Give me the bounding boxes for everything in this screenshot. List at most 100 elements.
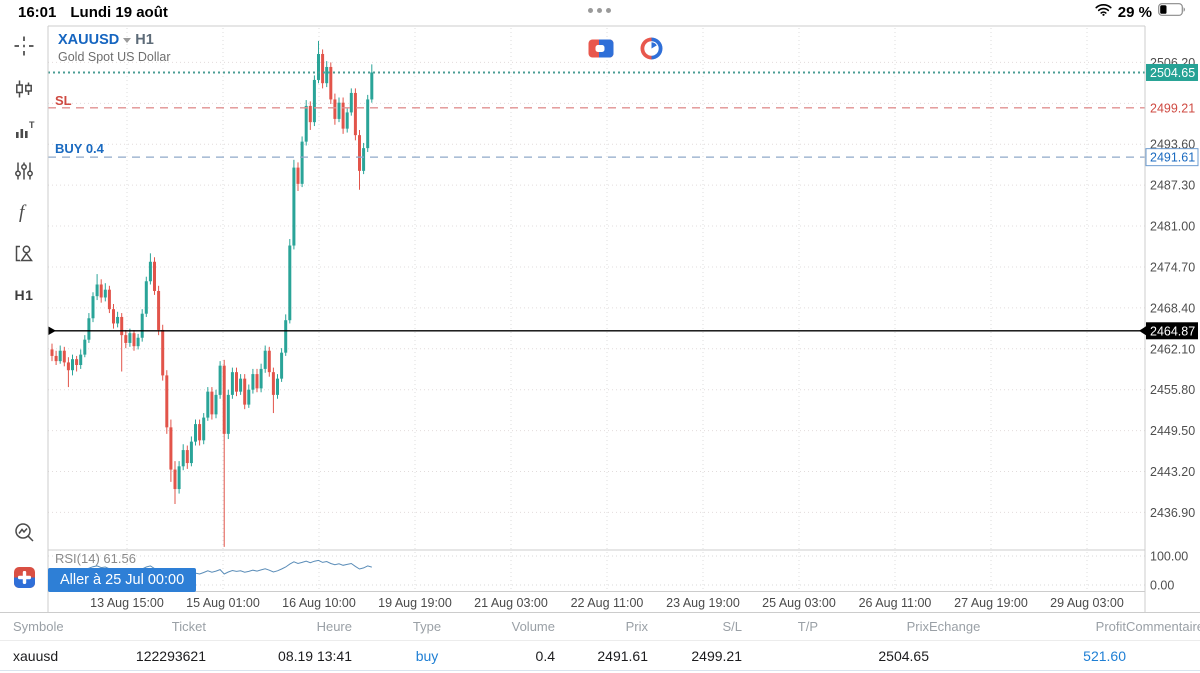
- function-icon: f: [19, 202, 27, 223]
- svg-text:2504.65: 2504.65: [1150, 66, 1195, 80]
- col-tp: T/P: [797, 619, 818, 634]
- svg-text:0.00: 0.00: [1150, 579, 1174, 593]
- wifi-icon: [1095, 3, 1112, 21]
- chart-header[interactable]: XAUUSD H1 Gold Spot US Dollar: [58, 31, 171, 66]
- col-heure: Heure: [316, 619, 352, 634]
- cell-profit: 521.60: [1083, 647, 1126, 664]
- axis-price-badge: 2464.87: [1146, 322, 1198, 340]
- svg-text:2464.87: 2464.87: [1150, 324, 1195, 338]
- chart-grid: [48, 28, 1145, 592]
- svg-text:21 Aug 03:00: 21 Aug 03:00: [474, 596, 548, 610]
- svg-text:15 Aug 01:00: 15 Aug 01:00: [186, 596, 260, 610]
- col-echange: Echange: [929, 619, 981, 634]
- col-sl: S/L: [722, 619, 742, 634]
- cell-sl: 2499.21: [691, 647, 742, 664]
- multitasking-dots-icon: [588, 8, 611, 13]
- crosshair-tool-button[interactable]: [10, 32, 38, 60]
- clock-time: 16:01: [18, 4, 57, 21]
- svg-text:2499.21: 2499.21: [1150, 101, 1195, 115]
- svg-text:19 Aug 19:00: 19 Aug 19:00: [378, 596, 452, 610]
- battery-icon: [1158, 3, 1186, 21]
- svg-text:2455.80: 2455.80: [1150, 383, 1195, 397]
- svg-text:13 Aug 15:00: 13 Aug 15:00: [90, 596, 164, 610]
- status-bar: 16:01 Lundi 19 août 29 %: [0, 0, 1200, 24]
- svg-text:2491.61: 2491.61: [1150, 151, 1195, 165]
- timeframe-label: H1: [14, 287, 34, 303]
- col-prix: Prix: [625, 619, 648, 634]
- col-type: Type: [412, 619, 442, 634]
- col-volume: Volume: [511, 619, 555, 634]
- shapes-person-icon: [15, 245, 33, 262]
- status-date: Lundi 19 août: [70, 4, 168, 21]
- symbol-dropdown-icon: [123, 38, 132, 43]
- time-axis[interactable]: 13 Aug 15:00 15 Aug 01:00 16 Aug 10:00 19 A…: [90, 596, 1124, 610]
- histogram-t-icon: T: [16, 120, 35, 138]
- rsi-indicator-label[interactable]: RSI(14) 61.56: [55, 551, 136, 566]
- buy-position-label[interactable]: BUY 0.4: [55, 141, 104, 156]
- svg-text:100.00: 100.00: [1150, 550, 1188, 564]
- col-profit: Profit: [1095, 619, 1126, 634]
- chart-style-button[interactable]: [10, 75, 38, 103]
- graphical-objects-button[interactable]: [10, 239, 38, 267]
- svg-text:2462.10: 2462.10: [1150, 342, 1195, 356]
- objects-list-button[interactable]: T: [10, 116, 38, 144]
- chart-search-button[interactable]: [10, 518, 38, 546]
- col-symbole: Symbole: [13, 619, 64, 634]
- col-ticket: Ticket: [171, 619, 206, 634]
- symbol-description: Gold Spot US Dollar: [58, 50, 171, 65]
- col-prix-current: Prix: [906, 619, 929, 634]
- svg-text:2468.40: 2468.40: [1150, 301, 1195, 315]
- metatrader-app-button[interactable]: [10, 563, 38, 591]
- metatrader-plus-icon: [13, 566, 35, 588]
- axis-price-badge: 2504.65: [1146, 63, 1198, 81]
- table-header-row: Symbole Ticket Heure Type Volume Prix S/…: [0, 613, 1200, 641]
- settings-button[interactable]: [10, 157, 38, 185]
- magnifier-chart-icon: [14, 522, 34, 542]
- svg-text:26 Aug 11:00: 26 Aug 11:00: [859, 596, 932, 610]
- crosshair-icon: [14, 36, 34, 56]
- indicators-button[interactable]: f: [10, 198, 38, 226]
- svg-text:T: T: [29, 120, 35, 130]
- rsi-pane: [48, 555, 1145, 586]
- battery-percentage: 29 %: [1117, 3, 1152, 21]
- cell-prix: 2491.61: [597, 647, 648, 664]
- svg-text:27 Aug 19:00: 27 Aug 19:00: [954, 596, 1028, 610]
- axis-price-badge: 2491.61: [1145, 148, 1199, 167]
- stop-loss-label[interactable]: SL: [55, 93, 72, 108]
- goto-date-button[interactable]: Aller à 25 Jul 00:00: [48, 568, 197, 592]
- svg-text:23 Aug 19:00: 23 Aug 19:00: [666, 596, 740, 610]
- chart-timeframe: H1: [135, 32, 154, 48]
- price-axis[interactable]: 2506.202493.602487.302481.002474.702468.…: [1139, 56, 1199, 593]
- cell-heure: 08.19 13:41: [278, 647, 352, 664]
- cell-volume: 0.4: [535, 647, 555, 664]
- market-sessions-clock-icon[interactable]: [640, 37, 663, 65]
- svg-text:2436.90: 2436.90: [1150, 506, 1195, 520]
- col-commentaire: Commentaire: [1126, 619, 1200, 634]
- candlesticks: [50, 40, 374, 547]
- cell-type: buy: [415, 647, 439, 664]
- svg-text:25 Aug 03:00: 25 Aug 03:00: [762, 596, 836, 610]
- candlestick-icon: [16, 80, 32, 98]
- pane-borders: [0, 25, 1200, 613]
- level-lines: [48, 71, 1145, 336]
- sliders-icon: [15, 162, 33, 180]
- svg-text:29 Aug 03:00: 29 Aug 03:00: [1050, 596, 1124, 610]
- svg-text:2487.30: 2487.30: [1150, 179, 1195, 193]
- svg-text:2449.50: 2449.50: [1150, 424, 1195, 438]
- timeframe-button[interactable]: H1: [10, 281, 38, 309]
- position-row[interactable]: xauusd 122293621 08.19 13:41 buy 0.4 249…: [0, 641, 1200, 671]
- svg-text:2474.70: 2474.70: [1150, 260, 1195, 274]
- one-click-trading-icon[interactable]: [588, 39, 614, 63]
- positions-table: Symbole Ticket Heure Type Volume Prix S/…: [0, 613, 1200, 671]
- svg-text:2481.00: 2481.00: [1150, 220, 1195, 234]
- cell-ticket: 122293621: [135, 647, 206, 664]
- svg-text:16 Aug 10:00: 16 Aug 10:00: [282, 596, 356, 610]
- symbol-name[interactable]: XAUUSD: [58, 32, 120, 48]
- cell-symbol: xauusd: [13, 647, 59, 664]
- svg-text:22 Aug 11:00: 22 Aug 11:00: [571, 596, 644, 610]
- svg-text:f: f: [19, 202, 27, 223]
- cell-prix-current: 2504.65: [878, 647, 929, 664]
- svg-text:2443.20: 2443.20: [1150, 465, 1195, 479]
